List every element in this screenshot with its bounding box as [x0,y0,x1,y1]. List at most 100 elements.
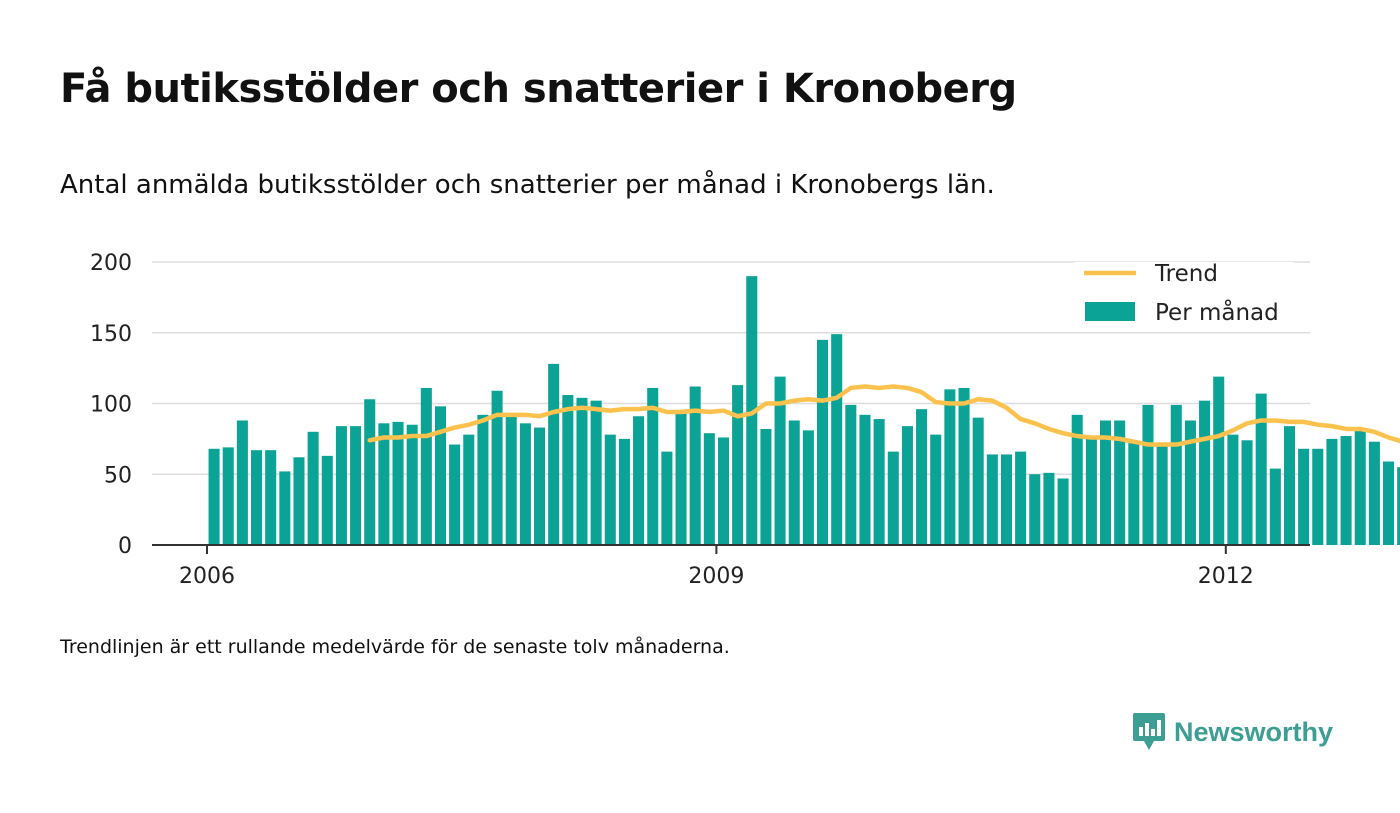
bar [1368,441,1380,545]
bar [1114,420,1126,545]
bar [1213,376,1225,545]
bar [1043,472,1055,545]
footnote: Trendlinjen är ett rullande medelvärde f… [60,636,730,658]
bar [1199,400,1211,545]
y-tick-label: 200 [90,251,132,276]
bar [222,447,234,545]
bar [675,413,687,545]
bar [661,451,673,545]
bar [1015,451,1027,545]
y-axis-ticks: 0 50 100 150 200 [90,251,132,559]
bar [887,451,899,545]
bar [548,363,560,545]
bar [831,334,843,545]
bar-series [208,276,1400,546]
bar [859,414,871,545]
bar [1241,440,1253,545]
bar [378,423,390,545]
bar [788,420,800,545]
legend-bar-label: Per månad [1155,298,1279,326]
bar [944,389,956,545]
y-tick-label: 0 [118,534,132,559]
bar [817,339,829,545]
y-tick-label: 100 [90,393,132,418]
bar [1283,426,1295,545]
bar [703,433,715,545]
bar [647,387,659,545]
bar [434,406,446,545]
bar [845,404,857,545]
bar [1269,468,1281,545]
bar [1227,434,1239,545]
bar [420,387,432,545]
page-title: Få butiksstölder och snatterier i Kronob… [60,66,1017,112]
bar [1397,467,1400,545]
legend: Trend Per månad [1074,261,1294,332]
bar [307,431,319,545]
bar [477,414,489,545]
bar [986,454,998,545]
bar [364,399,376,545]
y-tick-label: 150 [90,322,132,347]
y-tick-label: 50 [104,463,132,488]
bar [1128,443,1140,545]
bar [930,434,942,545]
bar [901,426,913,545]
bar [604,434,616,545]
bar [1000,454,1012,545]
newsworthy-logo: Newsworthy [1132,712,1333,752]
x-axis-ticks: 2006200920122015201820212024 [179,545,1254,589]
bar [491,390,503,545]
bar [208,448,220,545]
bar [1298,448,1310,545]
newsworthy-logo-icon [1133,713,1165,750]
bar [746,276,758,545]
bar [590,400,602,545]
bar [449,444,461,545]
newsworthy-logo-text: Newsworthy [1174,716,1334,747]
bar [1057,478,1069,545]
bar [760,428,772,545]
bar [576,397,588,545]
bar [293,457,305,545]
bar [1354,428,1366,545]
bar [1142,404,1154,545]
bar [717,437,729,545]
bar [1100,420,1112,545]
bar [350,426,362,545]
bar [1326,438,1338,546]
bar [279,471,291,545]
bar [236,420,248,545]
bar [1156,444,1168,545]
bar [1085,437,1097,545]
bar [1383,461,1395,545]
bar [463,434,475,545]
chart-subtitle: Antal anmälda butiksstölder och snatteri… [60,170,995,200]
bar [1312,448,1324,545]
bar [972,417,984,545]
bar [406,424,418,545]
x-tick-label: 2006 [179,564,235,589]
bar [1184,420,1196,545]
bar [1029,474,1041,545]
bar [519,423,531,545]
legend-trend-label: Trend [1154,261,1218,287]
bar [618,438,630,546]
x-tick-label: 2009 [688,564,744,589]
bar [802,430,814,545]
bar [1071,414,1083,545]
legend-bar-swatch [1085,302,1135,321]
bar [562,395,574,545]
bar [873,419,885,545]
bar [732,385,744,545]
bar [392,421,404,545]
bar [633,416,645,545]
bar [335,426,347,545]
bar [689,386,701,545]
bar [321,455,333,545]
bar [1340,436,1352,545]
bar [958,387,970,545]
bar [265,450,277,545]
trend-line [367,384,1400,447]
